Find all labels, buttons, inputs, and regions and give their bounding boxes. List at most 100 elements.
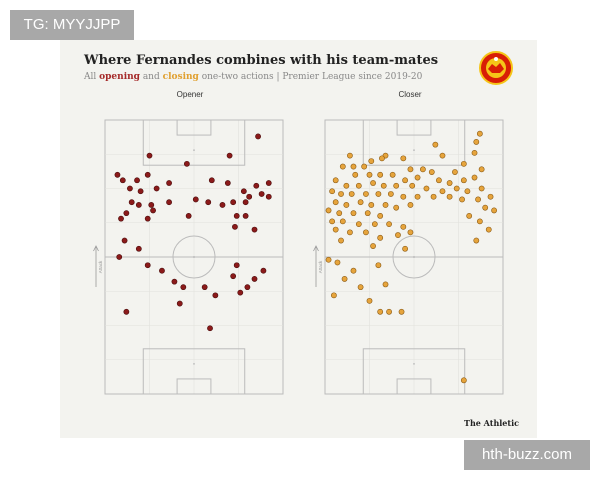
closer-point: [343, 182, 350, 189]
bottom-penalty-spot: [413, 362, 415, 365]
opener-point: [207, 325, 213, 332]
closer-point: [386, 221, 392, 228]
opener-point: [258, 191, 265, 197]
opener-point: [205, 199, 212, 206]
closer-point: [355, 182, 362, 189]
closer-point: [355, 221, 362, 228]
opener-point: [176, 300, 183, 307]
opener-point: [230, 199, 237, 206]
closer-point: [464, 188, 471, 195]
closer-point: [400, 193, 407, 200]
opener-point: [166, 180, 172, 186]
opener-point: [208, 177, 215, 184]
opener-point: [180, 284, 187, 291]
opener-point: [118, 215, 124, 222]
opener-point: [237, 289, 244, 296]
closer-point: [476, 130, 483, 137]
closer-point: [380, 182, 387, 189]
closer-point: [375, 262, 382, 269]
bottom-goal-box: [396, 378, 432, 395]
opener-point: [144, 262, 151, 269]
opener-point: [123, 210, 130, 217]
opener-point: [232, 223, 238, 230]
opener-point: [114, 171, 121, 178]
closer-point: [389, 171, 396, 178]
closer-point: [407, 229, 414, 236]
closer-point: [368, 158, 375, 164]
closer-point: [460, 160, 467, 167]
closer-point: [460, 377, 467, 384]
closer-point: [393, 182, 400, 189]
closer-point: [475, 196, 481, 203]
opener-point: [134, 177, 140, 184]
opener-point: [135, 245, 142, 252]
closer-point: [414, 193, 421, 200]
opener-point: [116, 254, 123, 260]
closer-point: [336, 210, 343, 217]
closer-point: [338, 237, 344, 244]
closer-point: [407, 202, 414, 208]
subtitle-suffix: one-two actions | Premier League since 2…: [198, 72, 423, 82]
opener-point: [135, 202, 142, 208]
opener-point: [260, 267, 267, 274]
closer-point: [446, 193, 453, 200]
opener-pitch: Attack: [93, 119, 284, 395]
closer-point: [350, 163, 357, 170]
closer-point: [364, 210, 371, 217]
opener-point: [144, 171, 151, 178]
closer-point: [398, 308, 405, 315]
opener-point: [137, 188, 144, 195]
closer-pitch: Attack: [313, 119, 504, 395]
opener-point: [253, 182, 260, 189]
closer-point: [377, 213, 384, 219]
closer-point: [400, 223, 407, 230]
bottom-penalty-spot: [193, 362, 195, 365]
closer-point: [471, 174, 478, 181]
closer-point: [350, 267, 357, 274]
closer-point: [361, 163, 368, 170]
closer-point: [347, 152, 353, 159]
bottom-goal-box: [176, 378, 212, 395]
opener-point: [201, 284, 208, 291]
closer-point: [478, 166, 485, 173]
subtitle-and: and: [139, 72, 163, 82]
closer-point: [446, 180, 453, 186]
opener-point: [183, 160, 190, 167]
closer-point: [325, 207, 332, 214]
closer-point: [368, 202, 375, 208]
opener-point: [230, 273, 237, 280]
closer-point: [339, 218, 346, 225]
opener-point: [128, 199, 135, 206]
closer-point: [329, 218, 336, 225]
club-crest-icon: [479, 51, 513, 85]
opener-point: [219, 202, 226, 208]
opener-point: [144, 215, 151, 222]
closer-point: [339, 163, 346, 170]
top-penalty-spot: [193, 149, 195, 152]
opener-point: [246, 193, 253, 200]
closer-point: [485, 226, 492, 233]
closer-point: [375, 191, 382, 197]
closer-point: [343, 202, 350, 208]
closer-point: [387, 191, 394, 197]
subtitle-closing-word: closing: [162, 72, 199, 82]
closer-point: [428, 169, 435, 175]
closer-point: [347, 229, 353, 236]
opener-point: [153, 185, 160, 192]
opener-point: [242, 213, 249, 219]
opener-point: [233, 262, 240, 269]
closer-point: [423, 185, 430, 192]
subtitle-prefix: All: [84, 72, 100, 82]
opener-point: [244, 284, 251, 291]
closer-point: [363, 229, 369, 236]
opener-point: [251, 226, 258, 233]
opener-point: [233, 213, 240, 219]
closer-point: [363, 191, 369, 197]
closer-point: [459, 196, 465, 203]
closer-point: [370, 243, 376, 249]
attack-direction-label: Attack: [98, 260, 103, 273]
opener-point: [148, 202, 155, 208]
closer-point: [430, 193, 437, 200]
closer-point: [482, 204, 489, 211]
top-goal-box: [396, 119, 432, 136]
